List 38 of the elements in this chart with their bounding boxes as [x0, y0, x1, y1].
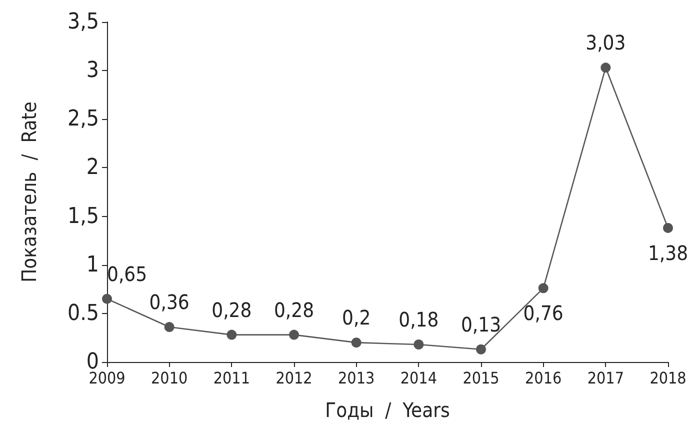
data-label: 0,2 [342, 306, 371, 330]
data-label: 0,65 [107, 262, 148, 286]
data-label: 1,38 [648, 240, 688, 265]
data-label: 0,36 [149, 290, 190, 314]
x-tick-label: 2014 [400, 368, 437, 388]
data-label: 0,76 [523, 301, 564, 326]
point [102, 294, 112, 304]
data-label: 0,28 [212, 298, 252, 322]
y-tick-label: 2,5 [68, 106, 99, 132]
y-tick-label: 3 [86, 58, 99, 84]
y-tick-label: 1,5 [68, 204, 99, 229]
point [476, 344, 486, 354]
x-axis-title: Годы / Years [325, 398, 450, 422]
point [414, 340, 424, 350]
point [663, 222, 673, 233]
data-label: 3,03 [586, 30, 626, 55]
point [538, 283, 548, 294]
y-tick-label: 2 [86, 155, 99, 180]
x-tick-label: 2010 [151, 368, 188, 388]
x-tick-label: 2011 [213, 368, 250, 388]
data-label: 0,28 [274, 298, 314, 322]
point [289, 330, 299, 340]
y-tick-label: 0.5 [68, 300, 99, 326]
point [351, 338, 362, 348]
x-tick-label: 2017 [587, 368, 624, 388]
point [164, 322, 174, 332]
y-tick-label: 1 [86, 252, 99, 278]
y-tick-label: 3,5 [68, 10, 99, 34]
x-tick-label: 2013 [338, 368, 375, 388]
point [600, 62, 611, 73]
data-label: 0,18 [398, 308, 439, 332]
x-tick-label: 2012 [276, 368, 312, 388]
x-tick-label: 2015 [462, 368, 500, 388]
x-tick-label: 2016 [525, 368, 562, 388]
x-tick-label: 2018 [650, 368, 686, 388]
y-axis-title: Показатель / Rate [17, 102, 41, 282]
point [226, 330, 237, 340]
data-label: 0,13 [460, 312, 502, 336]
